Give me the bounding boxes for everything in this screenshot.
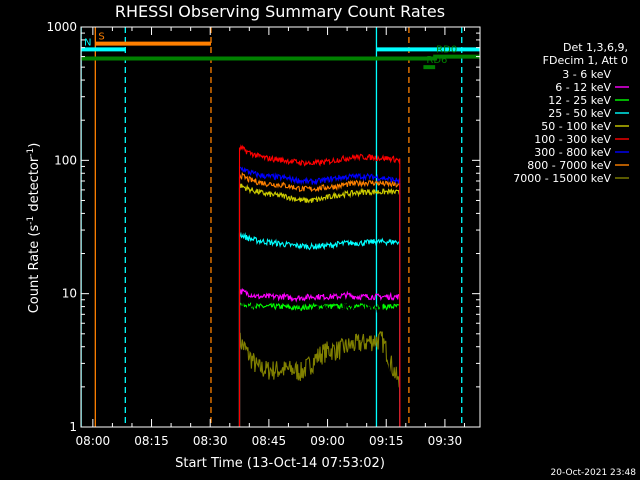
series-line-8 xyxy=(238,331,401,428)
y-axis-label: Count Rate (s-1 detector-1) xyxy=(26,143,42,314)
flag-label-5: RD6 xyxy=(426,55,447,66)
chart-title: RHESSI Observing Summary Count Rates xyxy=(115,2,445,21)
data-series xyxy=(238,144,401,428)
y-axis: 1 10 100 1000 xyxy=(46,20,480,434)
y-tick-label-0: 1 xyxy=(69,420,77,434)
x-tick-label-4: 09:00 xyxy=(310,434,345,448)
series-line-7 xyxy=(238,171,401,428)
y-tick-label-1: 10 xyxy=(62,287,77,301)
x-axis: 08:00 08:15 08:30 08:45 09:00 09:15 09:30 xyxy=(76,27,465,448)
series-line-3 xyxy=(238,231,401,428)
flag-label-4: RD0 xyxy=(436,45,457,56)
y-tick-label-2: 100 xyxy=(54,153,77,167)
legend-label-3: 25 - 50 keV xyxy=(548,107,611,120)
series-line-4 xyxy=(238,183,401,428)
x-tick-label-2: 08:30 xyxy=(193,434,228,448)
legend-label-5: 100 - 300 keV xyxy=(534,133,611,146)
x-tick-label-1: 08:15 xyxy=(134,434,169,448)
legend-label-4: 50 - 100 keV xyxy=(541,120,611,133)
flag-label-1: N xyxy=(84,37,91,48)
legend-label-1: 6 - 12 keV xyxy=(555,81,611,94)
series-line-2 xyxy=(238,299,401,428)
series-line-6 xyxy=(238,166,401,428)
legend: Det 1,3,6,9, FDecim 1, Att 0 3 - 6 keV6 … xyxy=(513,41,629,185)
x-tick-label-3: 08:45 xyxy=(252,434,287,448)
series-line-1 xyxy=(238,287,401,428)
legend-header-line-2: FDecim 1, Att 0 xyxy=(543,54,628,67)
legend-label-8: 7000 - 15000 keV xyxy=(513,172,611,185)
legend-label-2: 12 - 25 keV xyxy=(548,94,611,107)
legend-label-0: 3 - 6 keV xyxy=(562,68,611,81)
flag-label-0: S xyxy=(98,32,104,43)
y-tick-label-3: 1000 xyxy=(46,20,77,34)
x-tick-label-6: 09:30 xyxy=(428,434,463,448)
legend-label-7: 800 - 7000 keV xyxy=(527,159,611,172)
generation-timestamp: 20-Oct-2021 23:48 xyxy=(551,468,637,478)
series-line-0 xyxy=(238,297,401,428)
x-tick-label-0: 08:00 xyxy=(76,434,111,448)
legend-header-line-1: Det 1,3,6,9, xyxy=(563,41,628,54)
x-tick-label-5: 09:15 xyxy=(369,434,404,448)
x-axis-label: Start Time (13-Oct-14 07:53:02) xyxy=(175,456,385,471)
series-line-5 xyxy=(238,144,401,428)
legend-label-6: 300 - 800 keV xyxy=(534,146,611,159)
plot-frame xyxy=(80,26,481,428)
